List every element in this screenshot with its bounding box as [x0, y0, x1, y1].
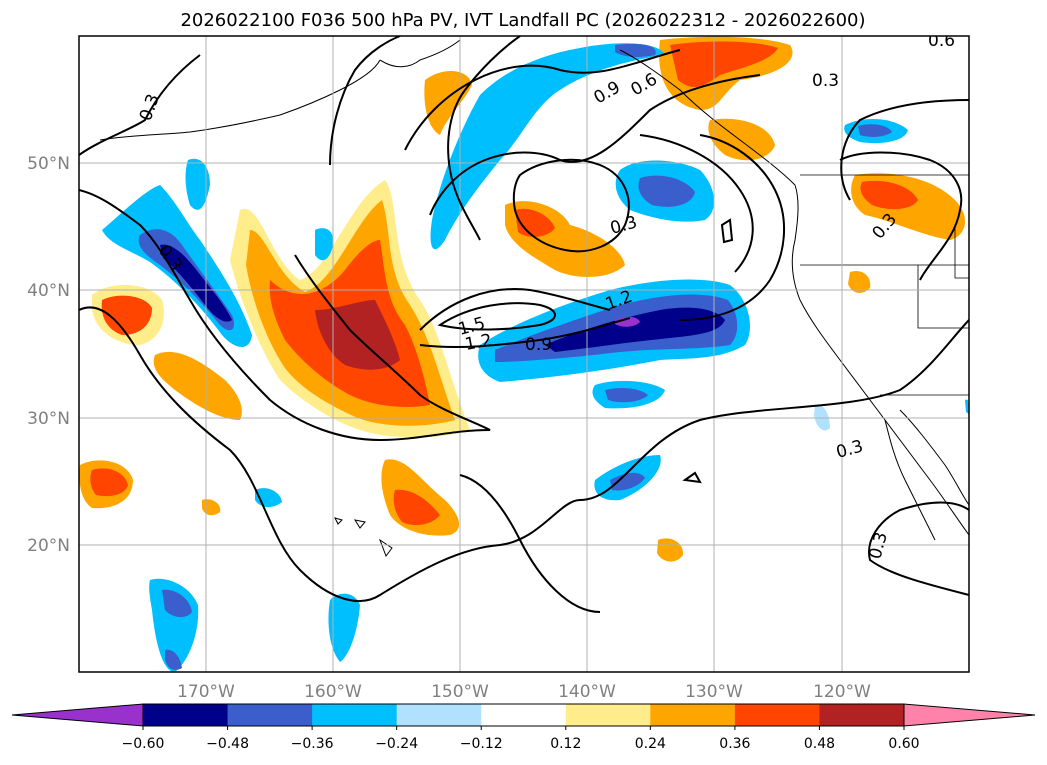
pv-negative-left-band-dark [160, 244, 232, 322]
lat-label-20: 20°N [27, 536, 70, 556]
contour-0.3-south [459, 474, 969, 613]
colorbar: −0.60 −0.48 −0.36 −0.24 −0.12 0.12 0.24 0.36 0.4… [11, 703, 1036, 752]
lon-label-150w: 150°W [431, 682, 489, 702]
coastline-mexico [899, 409, 969, 506]
lon-label-140w: 140°W [558, 682, 616, 702]
lat-label-40: 40°N [27, 281, 70, 301]
colorbar-bin [481, 704, 567, 726]
colorbar-tick-label: 0.60 [888, 736, 919, 752]
colorbar-tick-label: −0.60 [122, 736, 165, 752]
coastline-baja [884, 419, 936, 541]
pv-positive-fills [79, 36, 966, 562]
contour-label: 0.9 [525, 335, 552, 355]
colorbar-tick-label: 0.36 [719, 736, 750, 752]
pv-positive-hawaii-inner [393, 489, 440, 526]
contour-label: 1.2 [463, 331, 493, 355]
colorbar-tick-label: 0.12 [550, 736, 581, 752]
pv-positive-small-1 [848, 270, 871, 293]
pv-positive-small-3 [202, 499, 221, 516]
colorbar-extend-high [903, 703, 1036, 727]
map-title: 2026022100 F036 500 hPa PV, IVT Landfall… [180, 10, 865, 31]
lat-labels: 20°N 30°N 40°N 50°N [27, 154, 70, 556]
contour-east-region [839, 99, 969, 281]
coastline-aleutians [99, 59, 381, 141]
colorbar-bin [396, 704, 482, 726]
colorbar-tick-label: −0.24 [375, 736, 418, 752]
borders [800, 174, 969, 396]
colorbar-bin [312, 704, 398, 726]
hawaii-2 [353, 519, 366, 529]
map-content: 0.3 0.3 0.3 0.3 0.3 0.3 0.6 0.6 0.9 0.9 … [79, 31, 969, 672]
contour-0.3-arc [329, 36, 521, 241]
hawaii-3 [334, 517, 343, 525]
gridlines [79, 36, 969, 672]
pv-positive-tail [153, 351, 242, 420]
pv-negative-se-mid [610, 472, 645, 491]
colorbar-tick-label: −0.48 [206, 736, 249, 752]
pv-negative-s [328, 593, 360, 662]
contour-east-loop-2 [639, 134, 754, 273]
pv-positive-east-inner [860, 180, 918, 210]
pv-negative-arc-mid [615, 43, 656, 57]
contour-1.2-loop [419, 288, 631, 349]
pv-negative-small-4 [965, 399, 969, 415]
lon-label-170w: 170°W [177, 682, 235, 702]
colorbar-bin [734, 704, 820, 726]
coastlines [99, 39, 969, 558]
pv-negative-ne-mid [858, 124, 892, 137]
contour-0.6-arc [404, 49, 681, 151]
pv-negative-fills [102, 43, 969, 672]
contour-label: 0.3 [812, 71, 839, 91]
pv-negative-sw-dark [165, 649, 182, 670]
pv-negative-sw-mid [162, 589, 192, 618]
lon-label-160w: 160°W [304, 682, 362, 702]
pv-negative-jet-dark [545, 307, 725, 352]
ivt-contours [79, 36, 969, 613]
contour-center-loop [512, 158, 630, 253]
lon-labels: 170°W 160°W 150°W 140°W 130°W 120°W [177, 682, 871, 702]
hawaii-1 [378, 538, 393, 558]
pv-positive-left-inner [101, 295, 152, 335]
contour-0.3-outer [79, 54, 969, 603]
colorbar-bin [227, 704, 313, 726]
colorbar-bin [143, 704, 229, 726]
pv-positive-small-2 [657, 538, 684, 562]
border-us-states-3 [954, 228, 969, 279]
contour-east-loop [679, 134, 786, 321]
contour-small-1 [682, 471, 702, 484]
pv-negative-arc [430, 43, 665, 250]
pv-negative-left-top [185, 158, 210, 210]
coastline-alaska [379, 39, 461, 68]
lat-label-50: 50°N [27, 154, 70, 174]
contour-1.5-loop [437, 302, 556, 331]
pv-negative-small-3 [814, 404, 830, 431]
colorbar-tick-label: 0.24 [635, 736, 666, 752]
colorbar-extend-low [11, 703, 144, 727]
map-panel: 0.3 0.3 0.3 0.3 0.3 0.3 0.6 0.6 0.9 0.9 … [78, 31, 970, 673]
pv-negative-south-mid [605, 387, 648, 403]
colorbar-tick-label: 0.48 [804, 736, 835, 752]
pv-positive-sw-inner [90, 468, 128, 497]
lon-label-120w: 120°W [813, 682, 871, 702]
contour-0.3-west [79, 189, 491, 442]
pv-negative-jet-core [615, 316, 640, 327]
coastline-bc [791, 184, 969, 536]
map-frame [78, 35, 970, 673]
colorbar-bin [565, 704, 651, 726]
pv-negative-small-1 [315, 228, 334, 261]
contour-label: 0.6 [928, 31, 955, 51]
colorbar-tick-label: −0.36 [291, 736, 334, 752]
colorbar-bin [819, 704, 905, 726]
pv-positive-gulf-inner [670, 41, 778, 87]
pv-negative-center-mid [638, 175, 695, 207]
colorbar-tick-label: −0.12 [460, 736, 503, 752]
colorbar-frame [142, 703, 905, 727]
contour-small-2 [720, 218, 734, 244]
lat-label-30: 30°N [27, 409, 70, 429]
border-us-states-2 [917, 265, 969, 329]
colorbar-bin [650, 704, 736, 726]
lon-label-130w: 130°W [685, 682, 743, 702]
pv-positive-plume-dark [315, 300, 400, 370]
